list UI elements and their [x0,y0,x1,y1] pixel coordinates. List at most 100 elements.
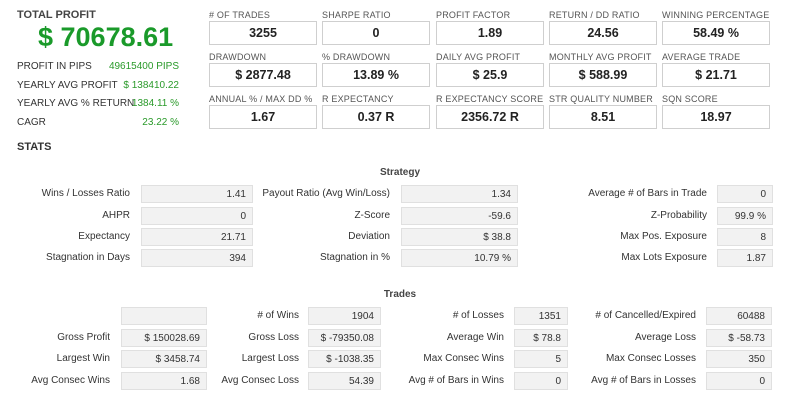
stat-value: 8 [717,228,773,246]
stat-label: Stagnation in % [319,252,390,263]
total-profit-value: $ 70678.61 [38,22,174,52]
summary-row: PROFIT IN PIPS 49615400 PIPS [17,61,179,75]
trade-stat-value: 60488 [706,307,772,325]
stat-label: Deviation [348,231,390,242]
trade-stat-value: 54.39 [308,372,381,390]
trade-stat-label: Average Loss [635,332,696,343]
total-profit-label: TOTAL PROFIT [17,9,96,21]
metric-value: 1.89 [436,21,544,45]
stat-value: $ 38.8 [401,228,518,246]
trade-stat-label: # of Cancelled/Expired [595,310,696,321]
trade-stat-label: Largest Loss [241,353,299,364]
metric-label: # OF TRADES [209,10,271,20]
stat-value: 1.87 [717,249,773,267]
metric-label: % DRAWDOWN [322,52,391,62]
trade-stat-label: Max Consec Losses [605,353,696,364]
metric-label: DAILY AVG PROFIT [436,52,521,62]
summary-row-value: 49615400 PIPS [108,61,179,72]
stat-value: 10.79 % [401,249,518,267]
trade-stat-label: Largest Win [56,353,110,364]
stat-value: 0 [717,185,773,203]
trade-stat-label: # of Wins [257,310,299,321]
stat-value: 1.34 [401,185,518,203]
metric-label: ANNUAL % / MAX DD % [209,94,313,104]
metric-label: DRAWDOWN [209,52,267,62]
metric-label: STR QUALITY NUMBER [549,94,653,104]
trade-stat-value: 0 [706,372,772,390]
trade-stat-label: Avg Consec Wins [31,375,110,386]
metric-value: $ 588.99 [549,63,657,87]
trade-stat-label: Avg # of Bars in Wins [408,375,504,386]
metric-label: SQN SCORE [662,94,718,104]
stat-label: Expectancy [78,231,130,242]
metric-value: 24.56 [549,21,657,45]
stat-label: AHPR [102,210,130,221]
metric-value: 2356.72 R [436,105,544,129]
summary-row-label: YEARLY AVG % RETURN [17,98,135,109]
summary-row-label: CAGR [17,117,46,128]
stat-value: -59.6 [401,207,518,225]
metric-value: $ 25.9 [436,63,544,87]
summary-row-value: 23.22 % [142,117,179,128]
trade-stat-label: Avg # of Bars in Losses [591,375,696,386]
stat-label: Max Pos. Exposure [620,231,707,242]
metric-value: 1.67 [209,105,317,129]
stat-value: 21.71 [141,228,253,246]
metric-label: AVERAGE TRADE [662,52,741,62]
trade-stat-label: Gross Profit [57,332,110,343]
trade-stat-value: $ 78.8 [514,329,568,347]
trade-stat-label: Avg Consec Loss [221,375,299,386]
metric-value: 3255 [209,21,317,45]
stats-title: STATS [17,141,52,153]
metric-label: R EXPECTANCY SCORE [436,94,544,104]
metric-label: MONTHLY AVG PROFIT [549,52,652,62]
summary-row-value: 1384.11 % [131,98,179,109]
trade-stat-value: 1.68 [121,372,207,390]
strategy-title: Strategy [379,167,420,178]
trade-stat-value: 5 [514,350,568,368]
summary-row-label: PROFIT IN PIPS [17,61,92,72]
metric-value: 8.51 [549,105,657,129]
metric-value: 18.97 [662,105,770,129]
trade-stat-label: # of Losses [452,310,504,321]
metric-label: R EXPECTANCY [322,94,394,104]
summary-row-value: $ 138410.22 [123,80,179,91]
stat-label: Stagnation in Days [46,252,130,263]
trade-stat-value: $ -58.73 [706,329,772,347]
metric-label: PROFIT FACTOR [436,10,511,20]
stat-label: Z-Score [354,210,390,221]
trade-stat-label: Average Win [446,332,504,343]
trade-stat-value: 1351 [514,307,568,325]
summary-row: YEARLY AVG PROFIT $ 138410.22 [17,80,179,94]
summary-row-label: YEARLY AVG PROFIT [17,80,118,91]
trade-stat-value: $ -79350.08 [308,329,381,347]
trade-stat-value: 0 [514,372,568,390]
metric-value: $ 2877.48 [209,63,317,87]
stat-value: 99.9 % [717,207,773,225]
stat-value: 0 [141,207,253,225]
stat-label: Max Lots Exposure [621,252,707,263]
trade-stat-value: $ 150028.69 [121,329,207,347]
metric-label: RETURN / DD RATIO [549,10,640,20]
trade-stat-value: 1904 [308,307,381,325]
trade-stat-value: $ 3458.74 [121,350,207,368]
stat-value: 394 [141,249,253,267]
summary-row: YEARLY AVG % RETURN 1384.11 % [17,98,179,112]
metric-value: 0 [322,21,430,45]
metric-value: 0.37 R [322,105,430,129]
trade-stat-label: Gross Loss [248,332,299,343]
trade-stat-value [121,307,207,325]
metric-value: 58.49 % [662,21,770,45]
metric-value: $ 21.71 [662,63,770,87]
stat-label: Z-Probability [650,210,707,221]
metric-label: SHARPE RATIO [322,10,391,20]
stat-label: Average # of Bars in Trade [588,188,707,199]
metric-value: 13.89 % [322,63,430,87]
trade-stat-label: Max Consec Wins [423,353,504,364]
stat-label: Payout Ratio (Avg Win/Loss) [262,188,390,199]
stat-value: 1.41 [141,185,253,203]
metric-label: WINNING PERCENTAGE [662,10,770,20]
trades-title: Trades [383,289,417,300]
stat-label: Wins / Losses Ratio [41,188,130,199]
trade-stat-value: 350 [706,350,772,368]
